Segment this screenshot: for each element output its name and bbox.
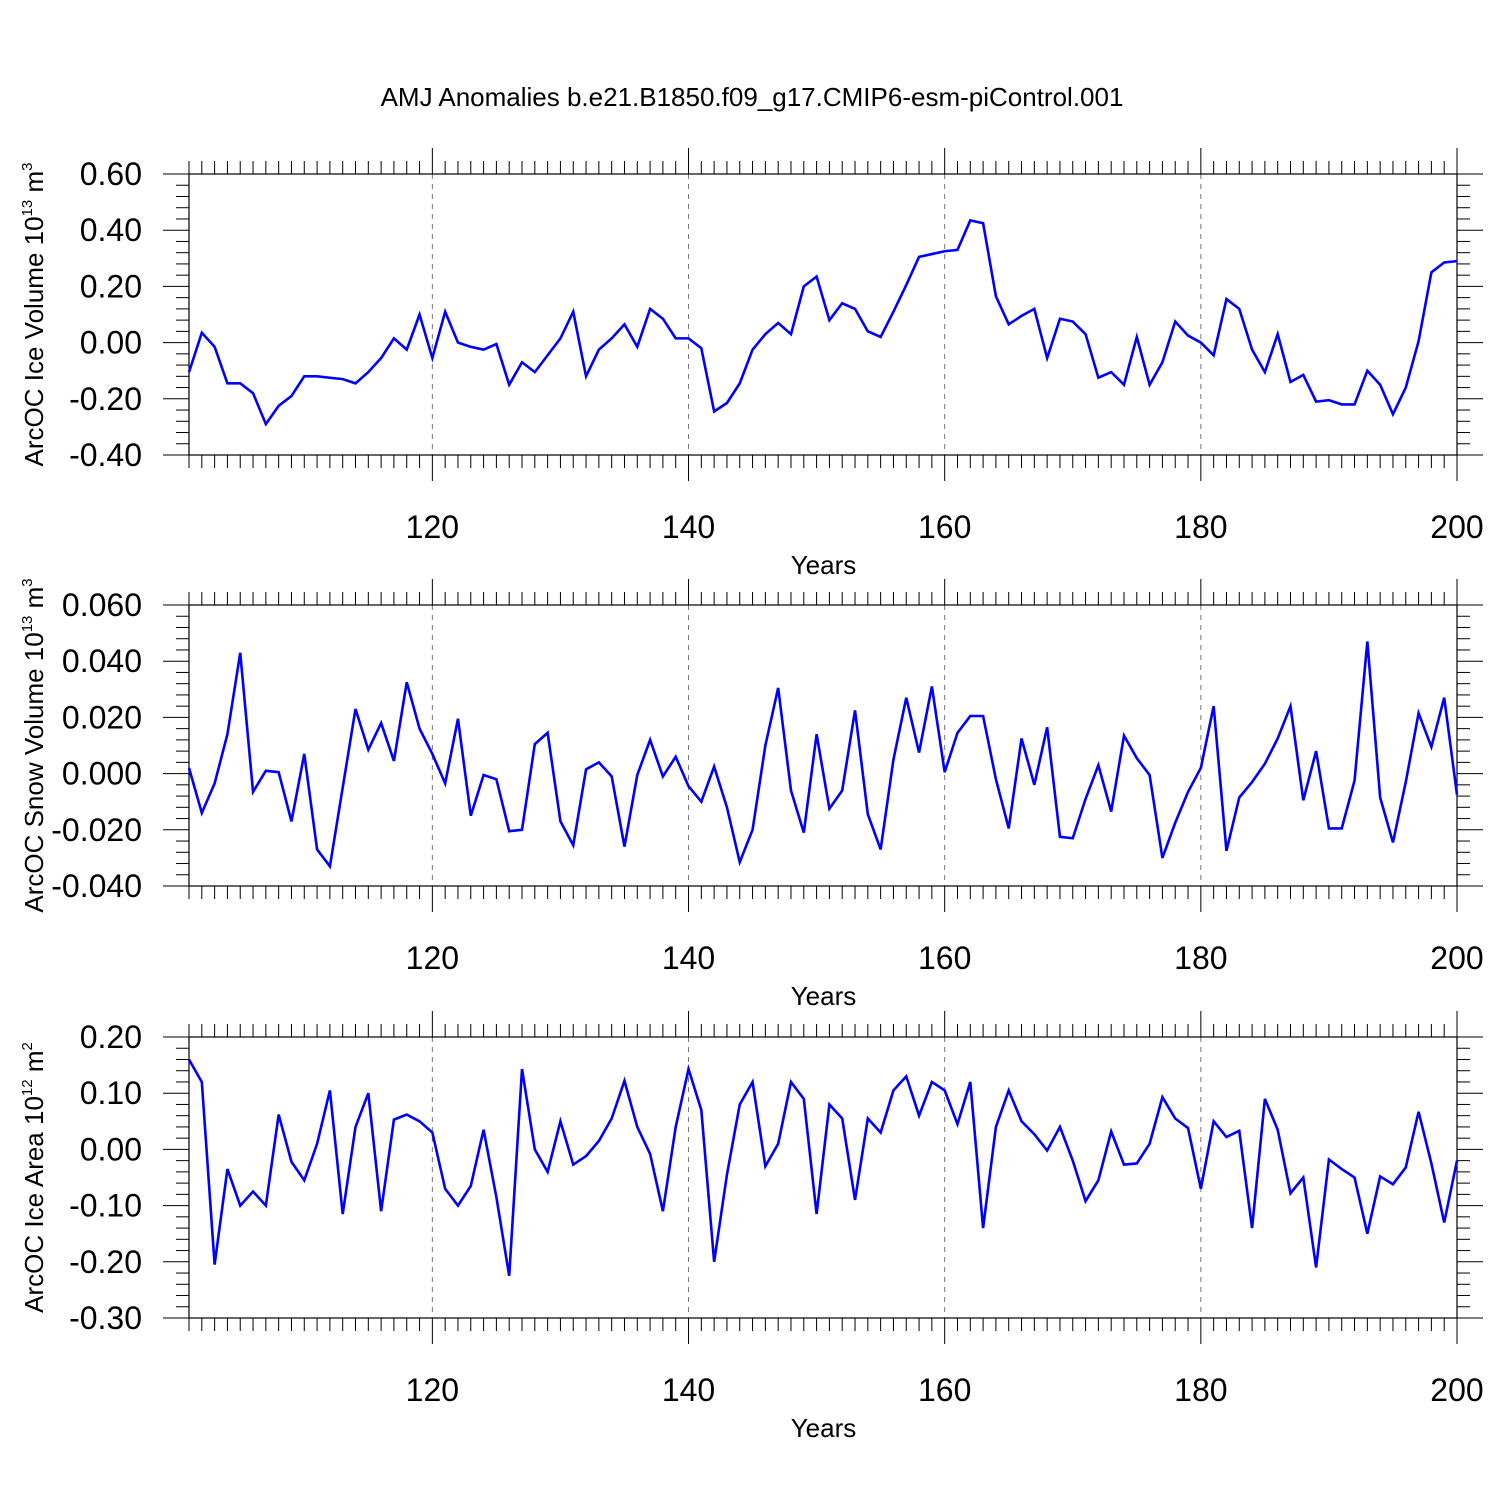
x-tick-label: 120 (406, 940, 459, 976)
plot-frame (188, 1036, 1458, 1319)
y-axis-title: ArcOC Snow Volume 1013 m3 (19, 578, 49, 912)
x-axis-title: Years (791, 1413, 857, 1443)
y-tick-label: 0.10 (80, 1075, 142, 1111)
x-tick-label: 120 (406, 1372, 459, 1408)
panel-3: -0.30 -0.20 -0.10 0.00 0.10 0.20 120 140 160 180 2… (19, 1011, 1484, 1443)
y-tick-label: -0.30 (69, 1300, 142, 1336)
y-tick-label: 0.040 (62, 643, 142, 679)
y-tick-label: -0.20 (69, 1244, 142, 1280)
y-tick-label: -0.10 (69, 1188, 142, 1224)
x-tick-label: 120 (406, 509, 459, 545)
x-tick-label: 200 (1430, 1372, 1483, 1408)
x-tick-label: 200 (1430, 509, 1483, 545)
plot-frame (188, 173, 1458, 456)
x-tick-label: 160 (918, 1372, 971, 1408)
y-tick-label: 0.20 (80, 268, 142, 304)
series-line (187, 218, 1458, 427)
figure-title: AMJ Anomalies b.e21.B1850.f09_g17.CMIP6-… (381, 82, 1124, 112)
panel-2: -0.040 -0.020 0.000 0.020 0.040 0.060 120 140 16… (19, 578, 1484, 1011)
x-tick-label: 160 (918, 509, 971, 545)
x-tick-label: 200 (1430, 940, 1483, 976)
y-axis-title: ArcOC Ice Volume 1013 m3 (19, 163, 49, 467)
y-tick-label: -0.020 (51, 812, 142, 848)
x-tick-label: 140 (662, 1372, 715, 1408)
x-tick-label: 140 (662, 940, 715, 976)
x-axis-title: Years (791, 981, 857, 1011)
series-line (187, 641, 1459, 870)
y-tick-label: 0.060 (62, 587, 142, 623)
x-tick-label: 180 (1174, 509, 1227, 545)
y-tick-label: 0.00 (80, 1131, 142, 1167)
y-tick-label: -0.40 (69, 437, 142, 473)
plot-frame (188, 604, 1458, 887)
x-axis-title: Years (791, 550, 857, 580)
y-tick-label: -0.20 (69, 381, 142, 417)
y-tick-label: -0.040 (51, 868, 142, 904)
y-tick-label: 0.000 (62, 756, 142, 792)
panel-1: -0.40 -0.20 0.00 0.20 0.40 0.60 120 140 160 180 20… (19, 148, 1484, 580)
series-line (187, 1058, 1459, 1277)
y-tick-label: 0.20 (80, 1019, 142, 1055)
y-tick-label: 0.60 (80, 156, 142, 192)
x-tick-label: 180 (1174, 940, 1227, 976)
x-tick-label: 160 (918, 940, 971, 976)
y-axis-title: ArcOC Ice Area 1012 m2 (19, 1042, 49, 1313)
y-tick-label: 0.00 (80, 325, 142, 361)
y-tick-label: 0.40 (80, 212, 142, 248)
x-tick-label: 180 (1174, 1372, 1227, 1408)
y-tick-label: 0.020 (62, 699, 142, 735)
x-tick-label: 140 (662, 509, 715, 545)
